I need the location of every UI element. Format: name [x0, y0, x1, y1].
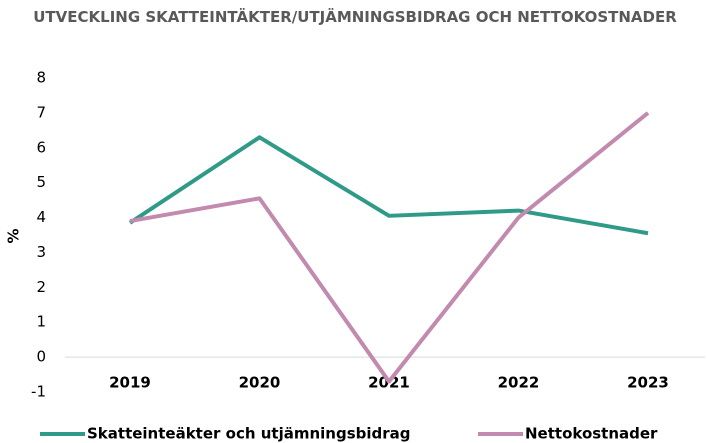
- y-tick-label: -1: [31, 383, 46, 401]
- y-tick-label: 0: [36, 348, 46, 366]
- x-tick-label: 2022: [498, 374, 540, 392]
- y-tick-label: 3: [36, 243, 46, 261]
- x-tick-label: 2020: [239, 374, 281, 392]
- y-axis-label: %: [5, 228, 23, 243]
- legend-label: Nettokostnader: [525, 425, 658, 443]
- legend-label: Skatteinteäkter och utjämningsbidrag: [87, 425, 411, 443]
- chart-title: UTVECKLING SKATTEINTÄKTER/UTJÄMNINGSBIDR…: [33, 8, 677, 26]
- y-tick-label: 2: [36, 278, 46, 296]
- x-tick-label: 2023: [627, 374, 669, 392]
- y-tick-label: 4: [36, 208, 46, 226]
- y-tick-label: 7: [36, 103, 46, 121]
- x-tick-label: 2019: [109, 374, 151, 392]
- series-line: [129, 111, 650, 384]
- y-tick-label: 6: [36, 138, 46, 156]
- y-tick-label: 8: [36, 69, 46, 87]
- y-tick-label: 1: [36, 313, 46, 331]
- y-tick-label: 5: [36, 173, 46, 191]
- series-line: [128, 135, 649, 236]
